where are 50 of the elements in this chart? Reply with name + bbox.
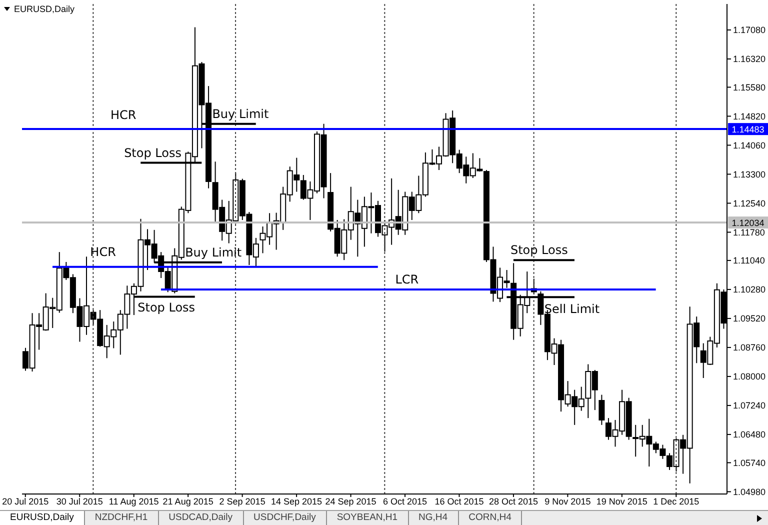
y-tick-label: 1.10280 — [733, 284, 766, 295]
candlestick — [598, 394, 605, 426]
x-tick-label: 28 Oct 2015 — [488, 496, 538, 506]
y-tick-label: 1.08000 — [733, 372, 766, 382]
annotation: HCR — [90, 244, 116, 259]
text: USDCAD,Daily — [168, 512, 233, 523]
annotation: Buy Limit — [212, 106, 269, 121]
x-tick-label: 20 Jul 2015 — [2, 496, 49, 506]
y-tick-label: 1.07240 — [733, 400, 766, 411]
annotation: Stop Loss — [124, 146, 182, 160]
y-tick-label: 1.14060 — [733, 140, 766, 150]
annotation: LCR — [395, 272, 419, 286]
annotation: Buy Limit — [185, 245, 242, 260]
y-tick-label: 1.05740 — [733, 458, 766, 468]
y-tick-label: 1.12540 — [733, 198, 766, 208]
text: NZDCHF,H1 — [94, 512, 148, 523]
y-tick-label: 1.15580 — [733, 82, 766, 92]
x-tick-label: 6 Oct 2015 — [382, 496, 428, 506]
y-tick-label: 1.04980 — [733, 486, 766, 497]
x-tick-label: 24 Sep 2015 — [325, 496, 376, 506]
x-tick-label: 1 Dec 2015 — [653, 496, 700, 506]
text: CORN,H4 — [468, 512, 512, 523]
annotation: Stop Loss — [138, 300, 196, 315]
y-tick-label: 1.14820 — [733, 111, 766, 122]
x-tick-label: 2 Sep 2015 — [219, 496, 266, 506]
chart-title: EURUSD,Daily — [14, 4, 75, 14]
x-tick-label: 11 Aug 2015 — [108, 496, 159, 506]
x-tick-label: 30 Jul 2015 — [56, 496, 103, 506]
y-tick-label: 1.08760 — [733, 342, 766, 353]
x-tick-label: 9 Nov 2015 — [544, 496, 591, 506]
text: EURUSD,Daily — [10, 512, 74, 523]
y-tick-label: 1.17080 — [733, 25, 766, 36]
y-tick-label: 1.11780 — [733, 227, 765, 238]
text: USDCHF,Daily — [254, 512, 316, 523]
x-tick-label: 19 Nov 2015 — [596, 496, 648, 506]
y-tick-label: 1.16320 — [733, 54, 766, 64]
text: NG,H4 — [418, 512, 448, 523]
ref-line-label: 1.14483 — [732, 124, 764, 135]
y-tick-label: 1.06480 — [733, 430, 766, 440]
annotation: Sell Limit — [544, 302, 600, 316]
annotation: HCR — [110, 108, 136, 122]
y-tick-label: 1.09520 — [733, 314, 766, 324]
ref-line-label: 1.12034 — [732, 218, 764, 228]
y-tick-label: 1.11040 — [733, 256, 765, 266]
y-tick-label: 1.13300 — [733, 169, 766, 180]
x-tick-label: 21 Aug 2015 — [162, 496, 214, 506]
x-tick-label: 16 Oct 2015 — [434, 496, 484, 506]
annotation: Stop Loss — [510, 243, 568, 258]
x-tick-label: 14 Sep 2015 — [271, 496, 322, 506]
text: SOYBEAN,H1 — [336, 512, 398, 523]
